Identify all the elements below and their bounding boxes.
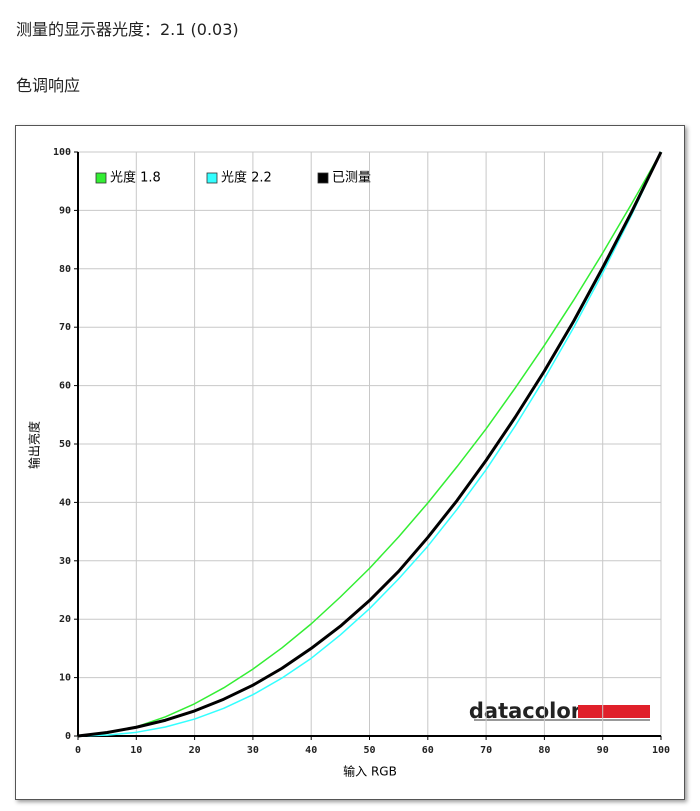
x-tick-label: 40 <box>305 745 317 756</box>
y-tick-label: 80 <box>59 264 71 275</box>
x-tick-label: 70 <box>480 745 492 756</box>
x-tick-label: 100 <box>652 745 670 756</box>
x-tick-label: 10 <box>130 745 142 756</box>
y-axis-label: 输出亮度 <box>27 421 42 469</box>
x-tick-label: 60 <box>422 745 434 756</box>
legend-label: 光度 2.2 <box>221 170 272 186</box>
x-tick-label: 80 <box>538 745 550 756</box>
y-tick-label: 0 <box>65 731 71 742</box>
legend-swatch <box>317 172 329 184</box>
y-tick-label: 70 <box>59 322 71 333</box>
y-tick-label: 60 <box>59 381 71 392</box>
legend-swatch <box>95 172 107 184</box>
x-tick-label: 0 <box>75 745 81 756</box>
y-tick-label: 30 <box>59 556 71 567</box>
y-tick-label: 100 <box>53 147 71 158</box>
logo-bar <box>578 705 650 718</box>
y-tick-label: 20 <box>59 614 71 625</box>
x-tick-label: 90 <box>597 745 609 756</box>
legend-swatch <box>206 172 218 184</box>
line-series <box>77 151 662 737</box>
line-series <box>77 151 662 737</box>
x-tick-label: 50 <box>363 745 375 756</box>
y-tick-label: 50 <box>59 439 71 450</box>
x-axis-label: 输入 RGB <box>343 764 397 779</box>
legend-label: 已测量 <box>332 171 371 186</box>
legend-label: 光度 1.8 <box>110 170 161 186</box>
x-tick-label: 30 <box>247 745 259 756</box>
y-tick-label: 90 <box>59 205 71 216</box>
logo: datacolor <box>469 699 582 723</box>
y-tick-label: 40 <box>59 497 71 508</box>
x-tick-label: 20 <box>189 745 201 756</box>
measured-gamma: 测量的显示器光度：2.1 (0.03) <box>16 20 239 39</box>
chart-frame <box>15 125 685 800</box>
section-title: 色调响应 <box>16 76 81 95</box>
y-tick-label: 10 <box>59 673 71 684</box>
line-series <box>77 151 663 738</box>
